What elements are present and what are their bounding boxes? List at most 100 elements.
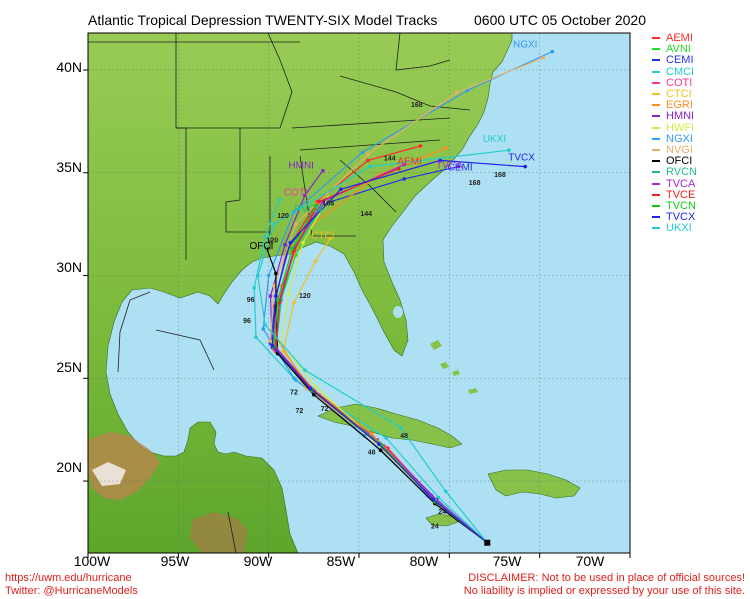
forecast-hour-label: 72: [295, 408, 303, 415]
track-label-ofci: OFCI: [249, 241, 273, 252]
track-point-tvcx: [270, 343, 275, 348]
track-point-cemi: [456, 164, 461, 169]
forecast-hour-labels: 24 24 48 48 72 72 72 96 96 120 120 120 144 144 168 168 1…: [243, 102, 506, 530]
track-point-tvcn: [275, 298, 280, 302]
track-point-tvce: [317, 199, 322, 204]
track-point-ukxi: [443, 489, 448, 494]
track-point-tvca: [402, 162, 406, 167]
legend-item-aemi: AEMI: [652, 31, 693, 45]
track-point-tvcx: [288, 240, 293, 245]
lat-label-30n: 30N: [56, 259, 82, 275]
legend-swatch: [652, 48, 660, 51]
track-label-hmni: HMNI: [288, 161, 314, 172]
track-point-hwfi: [286, 292, 291, 296]
legend-item-hmni: HMNI: [652, 109, 694, 123]
legend-swatch: [652, 104, 660, 107]
legend-swatch: [652, 216, 660, 219]
disclaimer: DISCLAIMER: Not to be used in place of o…: [464, 572, 745, 598]
lon-label-95w: 95W: [160, 553, 190, 569]
forecast-hour-label: 96: [247, 297, 255, 304]
legend-swatch: [652, 171, 660, 174]
legend-item-ngxi: NGXI: [652, 132, 693, 146]
track-point-ukxi: [272, 222, 276, 226]
legend-item-nvgi: NVGI: [652, 143, 693, 157]
forecast-hour-label: 120: [266, 238, 278, 245]
track-ofci: [266, 248, 488, 544]
lat-label-40n: 40N: [56, 59, 82, 75]
track-point-cmci: [384, 436, 388, 440]
legend-swatch: [652, 93, 660, 96]
track-point-hmni: [303, 193, 307, 198]
track-point-nvgi: [293, 222, 298, 226]
track-point-hmni: [268, 294, 273, 298]
track-point-cmci: [277, 197, 282, 202]
track-label-tvcx: TVCX: [508, 152, 535, 163]
legend-item-ofci: OFCI: [652, 154, 692, 168]
legend-swatch: [652, 37, 660, 40]
forecast-hour-label: 48: [368, 449, 376, 456]
track-point-ukxi: [368, 164, 372, 169]
lon-label-100w: 100W: [73, 553, 111, 569]
legend-label: TVCN: [666, 200, 696, 212]
track-point-tvcx: [523, 164, 528, 169]
track-point-cmci: [263, 234, 267, 239]
legend-item-hwfi: HWFI: [652, 121, 694, 135]
track-label-ctci: CTCI: [311, 231, 334, 242]
legend-label: EGRI: [666, 99, 693, 112]
track-label-rvcn: RVCN: [294, 204, 322, 215]
track-point-ctci: [292, 300, 296, 305]
legend-label: RVCN: [666, 166, 697, 179]
track-point-aemi: [418, 144, 423, 148]
website-link[interactable]: https://uwm.edu/hurricane: [5, 572, 132, 584]
forecast-hour-label: 24: [438, 509, 446, 516]
lake-okeechobee: [393, 306, 403, 318]
legend-label: HMNI: [666, 110, 695, 123]
legend-swatch: [652, 227, 660, 230]
legend-swatch: [652, 115, 660, 118]
lon-label-75w: 75W: [492, 553, 522, 569]
track-point-tvcx: [308, 386, 313, 391]
lon-label-70w: 70W: [575, 553, 605, 569]
lon-label-80w: 80W: [409, 553, 439, 569]
track-point-tvcn: [313, 203, 318, 208]
forecast-hour-label: 168: [322, 201, 334, 208]
track-point-hwfi: [313, 384, 318, 389]
forecast-hour-label: 120: [277, 213, 289, 220]
graticule: [88, 33, 630, 553]
track-point-nvgi: [268, 339, 273, 344]
track-point-tvcx: [431, 497, 435, 502]
legend-label: AVNI: [666, 43, 691, 56]
legend-swatch: [652, 81, 660, 84]
legend-label: CEMI: [666, 54, 694, 67]
legend-item-ctci: CTCI: [652, 87, 692, 101]
bahamas: [430, 340, 478, 394]
central-america-mountains: [190, 512, 248, 553]
legend-swatch: [652, 59, 660, 62]
track-label-ukxi: UKXI: [483, 134, 506, 145]
track-tvcx: [271, 159, 526, 544]
legend-label: TVCA: [666, 177, 696, 190]
legend-item-tvce: TVCE: [652, 188, 695, 202]
track-label-ngxi: NGXI: [513, 39, 537, 50]
twitter-handle: Twitter: @HurricaneModels: [5, 585, 138, 597]
track-label-coti: COTI: [284, 187, 308, 198]
track-label-cemi: CEMI: [448, 163, 473, 174]
legend-label: NGXI: [666, 132, 693, 145]
track-point-nvgi: [272, 284, 276, 288]
track-label-tvca: TVCA: [436, 161, 463, 172]
forecast-hour-label: 144: [360, 211, 372, 218]
track-point-tvcx: [377, 442, 381, 446]
track-point-egri: [443, 146, 448, 150]
model-tracks: [252, 49, 555, 544]
disclaimer-line-2: No liability is implied or expressed by …: [463, 585, 745, 597]
track-point-tvcx: [339, 187, 343, 192]
legend-item-avni: AVNI: [652, 42, 691, 56]
track-point-hmni: [321, 168, 325, 173]
track-point-ukxi: [256, 273, 260, 278]
forecast-timestamp: 0600 UTC 05 October 2020: [474, 12, 646, 28]
legend-item-rvcn: RVCN: [652, 165, 697, 179]
legend-item-coti: COTI: [652, 76, 692, 90]
legend-label: OFCI: [666, 155, 693, 168]
legend-label: CTCI: [666, 88, 692, 100]
